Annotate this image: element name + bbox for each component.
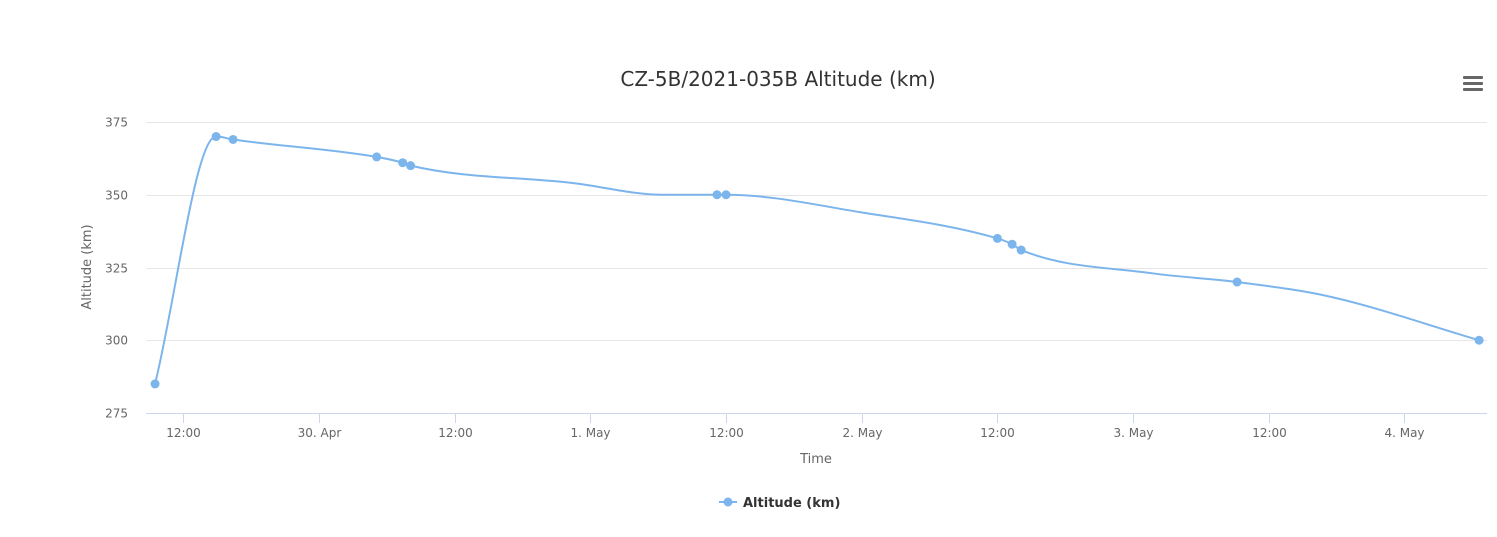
- series-altitude: [150, 132, 1484, 389]
- data-point[interactable]: [712, 190, 722, 200]
- data-point[interactable]: [406, 161, 416, 171]
- x-tick-label: 1. May: [570, 426, 610, 440]
- chart-title: CZ-5B/2021-035B Altitude (km): [620, 67, 935, 91]
- y-tick-label: 375: [105, 116, 128, 130]
- x-axis-title: Time: [799, 452, 832, 467]
- data-point[interactable]: [992, 233, 1002, 243]
- legend-item-altitude[interactable]: Altitude (km): [719, 496, 840, 511]
- data-point[interactable]: [150, 379, 160, 389]
- data-point[interactable]: [372, 152, 382, 162]
- x-axis: [146, 413, 1487, 423]
- x-tick-label: 4. May: [1384, 426, 1424, 440]
- y-axis-title: Altitude (km): [80, 224, 95, 309]
- x-tick-label: 3. May: [1113, 426, 1153, 440]
- y-tick-label: 300: [105, 334, 128, 348]
- x-tick-label: 12:00: [1252, 426, 1287, 440]
- x-tick-label: 12:00: [980, 426, 1015, 440]
- legend-label: Altitude (km): [743, 496, 840, 511]
- data-point[interactable]: [1232, 277, 1242, 287]
- x-tick-label: 30. Apr: [298, 426, 342, 440]
- x-tick-label: 2. May: [842, 426, 882, 440]
- y-tick-label: 325: [105, 262, 128, 276]
- x-axis-labels: 12:00 30. Apr 12:00 1. May 12:00 2. May 12:00 3…: [166, 426, 1424, 440]
- legend-symbol-marker: [723, 497, 733, 507]
- x-tick-label: 12:00: [166, 426, 201, 440]
- x-tick-label: 12:00: [438, 426, 473, 440]
- data-point[interactable]: [211, 132, 221, 142]
- data-point[interactable]: [1007, 239, 1017, 249]
- y-axis-labels: 275 300 325 350 375: [105, 116, 128, 421]
- data-point[interactable]: [1016, 245, 1026, 255]
- series-line: [154, 135, 1480, 385]
- data-point[interactable]: [1474, 335, 1484, 345]
- y-tick-label: 350: [105, 189, 128, 203]
- x-tick-label: 12:00: [709, 426, 744, 440]
- data-point[interactable]: [228, 134, 238, 144]
- y-tick-label: 275: [105, 407, 128, 421]
- grid-lines: [146, 122, 1487, 341]
- data-point[interactable]: [398, 158, 408, 168]
- data-point[interactable]: [721, 190, 731, 200]
- context-menu-icon[interactable]: [1458, 70, 1488, 98]
